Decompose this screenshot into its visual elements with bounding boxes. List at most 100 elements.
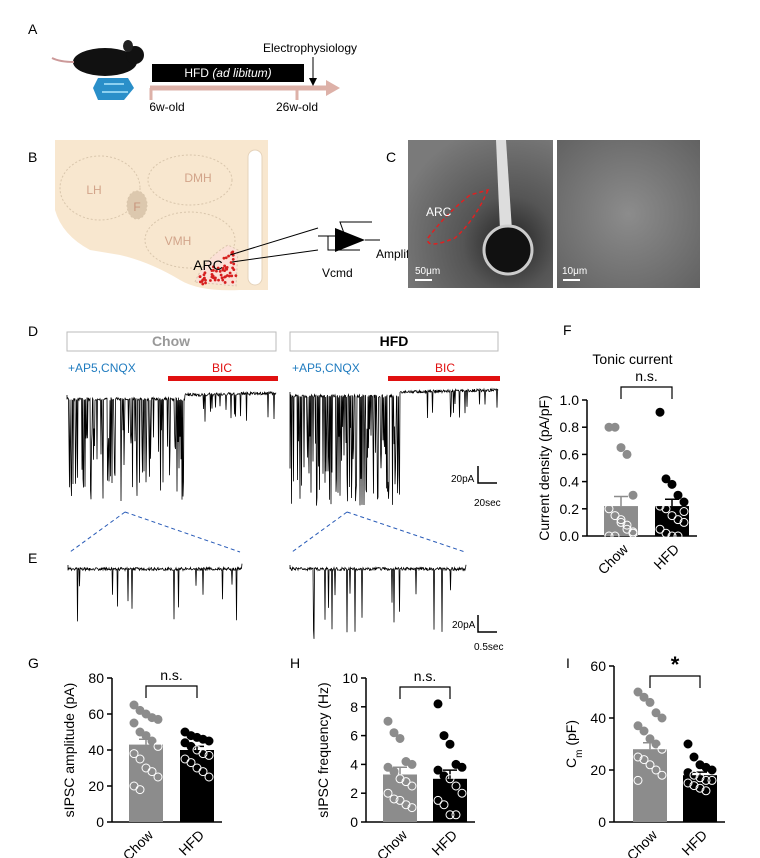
data-point [683, 739, 693, 749]
data-point [689, 770, 699, 780]
cell [230, 274, 234, 278]
cell [201, 282, 205, 286]
y-axis-label: sIPSC frequency (Hz) [315, 682, 331, 817]
y-axis-label: Cm (pF) [563, 720, 585, 768]
annotation: * [671, 652, 680, 677]
y-tick-label: 10 [342, 670, 358, 686]
start-label: 6w-old [149, 100, 184, 114]
cell [198, 280, 202, 284]
data-point [457, 788, 467, 798]
x-tick-label: Chow [373, 826, 410, 858]
data-point [135, 754, 145, 764]
arc-outline [427, 188, 490, 245]
drug-label: +AP5,CNQX [292, 361, 360, 375]
pipette [496, 140, 512, 230]
cell [212, 268, 215, 272]
data-point [633, 687, 643, 697]
panel-letter: I [566, 655, 570, 671]
data-point [707, 765, 717, 775]
data-point [395, 795, 405, 805]
panel-letter: G [28, 655, 39, 671]
data-point [701, 775, 711, 785]
amplifier-symbol [335, 228, 365, 252]
cell [210, 275, 214, 279]
cell [209, 279, 212, 282]
scale-label: 0.5sec [474, 642, 503, 653]
data-point [633, 775, 643, 785]
bar [433, 778, 467, 822]
data-point [639, 726, 649, 736]
blocker-label: BIC [212, 361, 232, 375]
cell [230, 251, 234, 255]
event-arrowhead [309, 78, 317, 86]
cell [224, 256, 228, 260]
data-point [683, 778, 693, 788]
data-point [645, 697, 655, 707]
arc-cells [198, 250, 238, 286]
data-point [679, 497, 689, 507]
group-box [66, 331, 277, 352]
data-point [628, 527, 638, 537]
data-point [616, 443, 626, 453]
y-tick-label: 20 [590, 762, 606, 778]
y-axis-label-part: C [563, 758, 579, 768]
cell [223, 275, 227, 279]
region-label: LH [86, 183, 101, 197]
panel-letter: H [290, 655, 300, 671]
error-bar [614, 495, 628, 507]
data-point [639, 755, 649, 765]
data-point [445, 739, 455, 749]
scale-label: 20sec [474, 498, 501, 509]
data-point [679, 507, 689, 517]
data-point [457, 762, 467, 772]
cell [221, 278, 225, 282]
x-tick-label: HFD [678, 827, 710, 858]
blocker-label: BIC [435, 361, 455, 375]
data-point [445, 810, 455, 820]
bracket [145, 685, 198, 698]
data-point [445, 774, 455, 784]
region-label: F [133, 200, 140, 214]
event-label: Electrophysiology [263, 41, 357, 55]
region-label: DMH [184, 171, 211, 185]
y-axis-label: Current density (pA/pF) [536, 395, 552, 541]
data-point [401, 800, 411, 810]
trace [66, 390, 277, 502]
mouse [51, 40, 144, 100]
scale-label: 20pA [451, 474, 475, 485]
blocker-bar [168, 376, 278, 381]
data-point [383, 788, 393, 798]
cell [216, 266, 220, 270]
data-point [198, 749, 208, 759]
data-point [389, 728, 399, 738]
data-point [407, 803, 417, 813]
bracket [399, 686, 451, 699]
data-point [689, 781, 699, 791]
x-tick-label: HFD [650, 541, 682, 573]
data-point [667, 511, 677, 521]
end-label: 26w-old [276, 100, 318, 114]
data-point [651, 708, 661, 718]
data-point [383, 716, 393, 726]
data-point [147, 736, 157, 746]
circuit [318, 221, 372, 251]
bracket [620, 386, 673, 399]
cell [232, 268, 236, 272]
y-tick-label: 40 [590, 710, 606, 726]
cell [226, 274, 229, 277]
group-label: Chow [152, 333, 190, 349]
electrode [231, 249, 319, 263]
cell [229, 261, 233, 264]
data-point [655, 407, 665, 417]
timeline-arrow [326, 80, 340, 96]
panel-letter: A [28, 21, 38, 37]
data-point [407, 759, 417, 769]
data-point [645, 760, 655, 770]
pipette-tip [482, 224, 534, 276]
cell [227, 254, 231, 258]
data-point [186, 741, 196, 751]
data-point [204, 772, 214, 782]
diet-box [152, 64, 304, 82]
zoom-lines [69, 511, 466, 553]
cell [231, 258, 235, 261]
